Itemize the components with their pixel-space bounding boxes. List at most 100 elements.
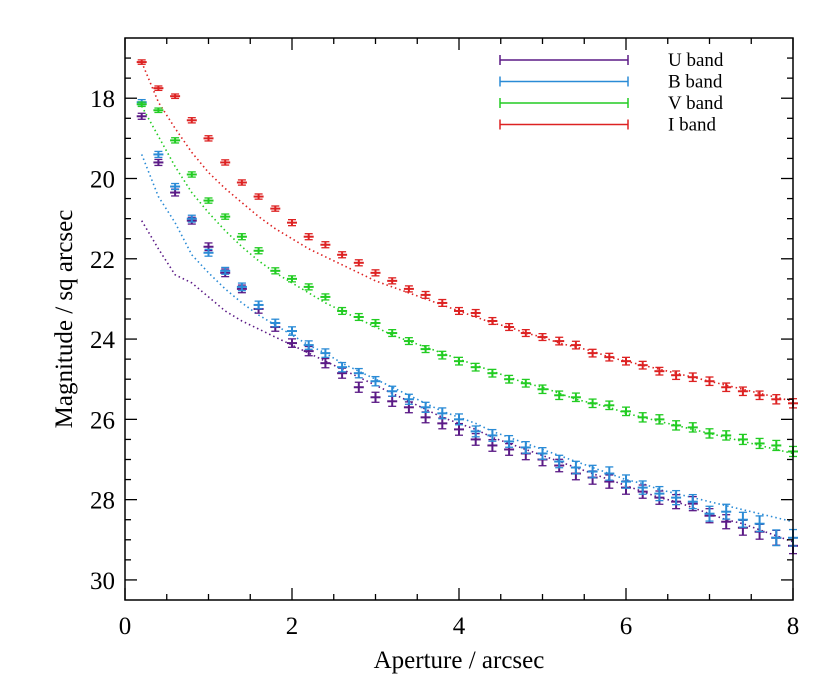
data-point	[520, 378, 531, 388]
data-point	[387, 385, 398, 397]
data-point	[504, 434, 515, 448]
data-point	[136, 59, 147, 65]
data-point	[671, 370, 682, 381]
data-point	[387, 277, 398, 285]
data-point	[186, 117, 197, 124]
data-point	[320, 293, 331, 301]
data-point	[387, 328, 398, 338]
data-point	[303, 340, 314, 350]
legend-label: V band	[668, 93, 724, 114]
x-tick-label: 6	[620, 613, 633, 640]
data-point	[236, 233, 247, 241]
data-point	[153, 158, 164, 167]
data-point	[220, 266, 231, 275]
data-point	[721, 430, 732, 441]
data-point	[420, 401, 431, 413]
data-point	[637, 360, 648, 370]
data-point	[203, 197, 214, 204]
data-point	[570, 460, 581, 475]
data-points	[136, 59, 798, 555]
data-point	[370, 269, 381, 277]
x-tick-label: 4	[453, 613, 466, 640]
data-point	[721, 382, 732, 393]
data-point	[287, 326, 297, 336]
data-point	[303, 283, 314, 291]
data-point	[353, 381, 364, 393]
x-tick-label: 8	[787, 613, 800, 640]
data-point	[253, 247, 264, 255]
y-tick-label: 18	[90, 86, 115, 113]
data-point	[537, 384, 548, 395]
data-point	[487, 316, 498, 326]
data-point	[153, 85, 164, 92]
data-point	[621, 406, 631, 417]
data-point	[403, 285, 414, 293]
data-point	[637, 480, 648, 495]
data-point	[721, 503, 732, 520]
data-point	[771, 439, 782, 452]
legend-label: I band	[668, 115, 717, 136]
data-point	[236, 179, 247, 186]
data-point	[337, 306, 348, 316]
data-point	[437, 407, 448, 420]
data-point	[153, 107, 164, 114]
data-point	[654, 366, 665, 376]
data-point	[420, 290, 431, 299]
data-point	[671, 489, 682, 506]
data-point	[220, 213, 231, 220]
legend-label: U band	[668, 50, 724, 71]
data-point	[570, 392, 581, 403]
legend-entry: V band	[499, 93, 724, 114]
data-point	[337, 251, 348, 259]
data-point	[604, 400, 615, 411]
model-curve	[140, 61, 794, 403]
data-point	[170, 93, 181, 100]
legend-entry: U band	[499, 50, 724, 71]
data-point	[403, 393, 414, 405]
data-point	[687, 372, 698, 383]
data-point	[170, 182, 181, 191]
data-point	[186, 171, 197, 178]
data-point	[337, 361, 348, 373]
data-point	[220, 159, 231, 166]
data-point	[353, 259, 364, 267]
data-point	[370, 318, 381, 328]
data-point	[287, 338, 297, 348]
data-point	[253, 300, 264, 310]
data-point	[270, 267, 281, 275]
data-point	[353, 312, 364, 322]
data-point	[403, 337, 414, 346]
data-point	[671, 420, 682, 431]
data-point	[203, 248, 214, 257]
data-point	[287, 218, 297, 227]
data-point	[420, 345, 431, 354]
data-point	[737, 433, 748, 446]
legend-label: B band	[668, 72, 723, 93]
model-curves	[140, 61, 794, 543]
legend-entry: I band	[499, 115, 717, 136]
data-point	[570, 340, 581, 350]
data-point	[587, 464, 598, 479]
data-point	[621, 474, 631, 489]
data-point	[153, 150, 164, 159]
data-point	[437, 417, 448, 430]
data-point	[554, 336, 565, 346]
data-point	[170, 137, 181, 144]
data-point	[203, 135, 214, 142]
data-point	[604, 466, 615, 481]
data-point	[470, 425, 481, 438]
x-tick-label: 2	[286, 613, 299, 640]
data-point	[320, 241, 331, 249]
data-point	[737, 511, 748, 528]
axis-ticks	[124, 38, 794, 600]
data-point	[504, 322, 515, 332]
data-point	[771, 394, 782, 405]
data-point	[537, 333, 548, 342]
data-point	[320, 348, 331, 358]
model-curve	[141, 105, 794, 455]
data-point	[621, 356, 631, 366]
data-point	[353, 367, 364, 379]
